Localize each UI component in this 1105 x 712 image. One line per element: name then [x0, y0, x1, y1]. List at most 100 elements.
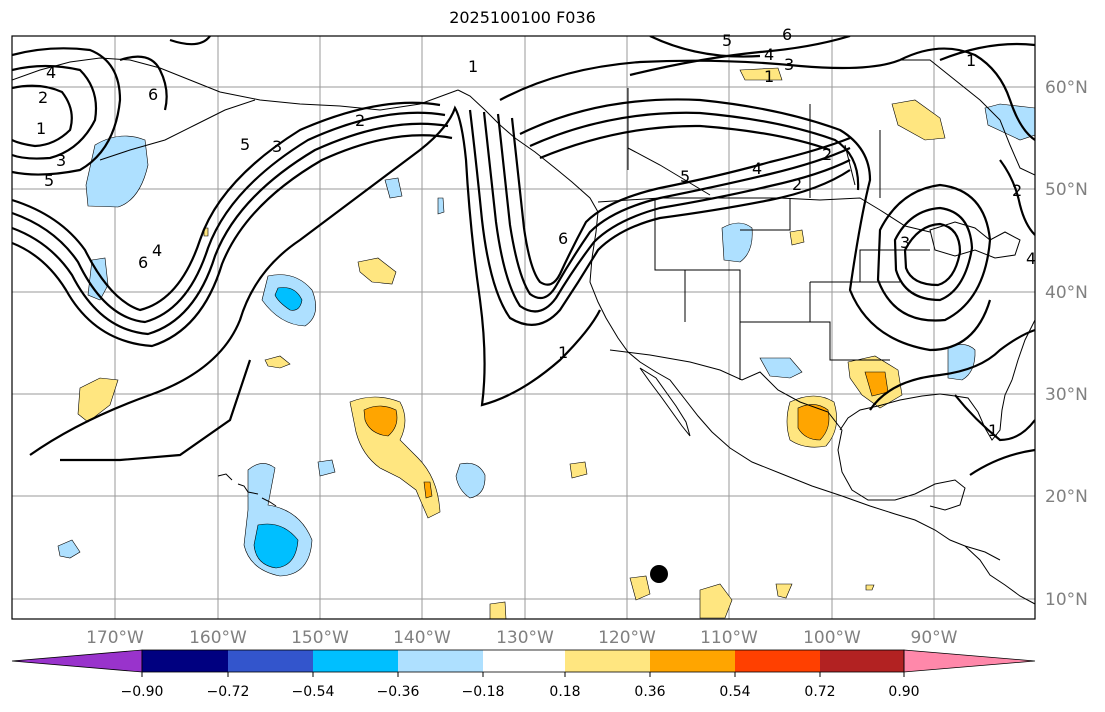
contour-line — [999, 159, 1035, 236]
contour-line — [969, 448, 1035, 476]
colorbar-tick-label: 0.72 — [804, 684, 835, 700]
canada-interior — [627, 88, 881, 198]
pos-anomaly-core — [363, 405, 398, 437]
lat-label: 30°N — [1045, 385, 1088, 405]
coastlines-and-borders — [12, 57, 1035, 605]
colorbar-tick-label: 0.54 — [719, 684, 750, 700]
contour-line — [899, 47, 1035, 141]
neg-anomaly-core — [253, 523, 299, 569]
lat-label: 20°N — [1045, 487, 1088, 507]
lon-label: 90°W — [911, 628, 958, 648]
neg-anomaly-blob — [947, 344, 976, 381]
pos-anomaly-blob — [569, 461, 588, 479]
us-mexico-border — [609, 349, 843, 431]
graticule — [12, 36, 1035, 619]
contour-line — [12, 47, 122, 176]
pos-anomaly-blob — [891, 99, 946, 141]
contour-label: 1 — [966, 51, 976, 70]
contour-line — [529, 111, 860, 191]
pos-anomaly-blob — [789, 229, 805, 246]
lon-label: 120°W — [598, 628, 656, 648]
contour-line — [12, 101, 441, 312]
colorbar-tick-label: −0.90 — [121, 684, 164, 700]
colorbar-segment — [398, 650, 483, 672]
us-canada-border — [597, 197, 931, 233]
mexico-east-coast — [837, 429, 916, 501]
contour-line — [876, 183, 992, 322]
neg-anomaly-core — [274, 287, 303, 311]
contour-line — [169, 36, 211, 46]
contour-line — [954, 394, 1035, 442]
colorbar-extension-low — [11, 649, 143, 673]
contour-line — [519, 98, 992, 352]
lon-label: 110°W — [700, 628, 758, 648]
contour-line — [496, 113, 851, 300]
lat-label: 60°N — [1045, 78, 1088, 98]
colorbar-tick-label: −0.54 — [292, 684, 335, 700]
neg-anomaly-blob — [759, 357, 803, 379]
contour-line — [939, 42, 1035, 62]
contour-line — [482, 111, 851, 313]
contour-line — [893, 206, 974, 302]
contour-label: 4 — [752, 159, 762, 178]
contour-label: 6 — [138, 253, 148, 272]
map-title: 2025100100 F036 — [449, 8, 596, 27]
contour-line — [539, 124, 831, 160]
pos-anomaly-blob — [77, 377, 119, 423]
contour-line — [499, 58, 901, 101]
contour-label: 5 — [680, 167, 690, 186]
colorbar-tick-label: 0.18 — [549, 684, 580, 700]
contour-label: 3 — [900, 233, 910, 252]
contour-label: 5 — [44, 171, 54, 190]
contour-line — [629, 36, 851, 77]
contour-line — [468, 109, 851, 326]
shaded-anomaly-layer — [57, 67, 1035, 619]
contour-label: 2 — [822, 145, 832, 164]
colorbar: −0.90 −0.72 −0.54 −0.36 −0.18 0.18 0.36 … — [11, 649, 1036, 700]
hudson-bay-coast — [900, 59, 1035, 176]
colorbar-extension-high — [903, 649, 1036, 673]
point-marker — [650, 565, 668, 583]
colorbar-tick-label: 0.90 — [888, 684, 919, 700]
contour-line — [510, 117, 851, 286]
pos-anomaly-blob — [699, 583, 733, 619]
state-border — [654, 198, 930, 380]
central-america — [964, 545, 1035, 605]
contour-label: 4 — [764, 45, 774, 64]
neg-anomaly-blob — [317, 459, 336, 477]
pos-anomaly-blob — [264, 355, 291, 369]
colorbar-segment — [735, 650, 820, 672]
neg-anomaly-blob — [85, 135, 149, 208]
alaska-peninsula — [99, 99, 256, 161]
contour-label: 1 — [988, 421, 998, 440]
colorbar-segment — [483, 650, 565, 672]
neg-anomaly-blob — [384, 177, 403, 199]
contour-line — [903, 222, 962, 287]
lon-label: 170°W — [86, 628, 144, 648]
gulf-coast — [839, 393, 941, 431]
lon-label: 150°W — [291, 628, 349, 648]
lon-label: 130°W — [496, 628, 554, 648]
pos-anomaly-blob — [489, 601, 507, 619]
contour-label: 6 — [558, 229, 568, 248]
colorbar-segment — [142, 650, 228, 672]
contour-line — [29, 105, 601, 456]
colorbar-tick-label: −0.36 — [377, 684, 420, 700]
contour-line — [12, 84, 73, 148]
contour-line — [12, 134, 453, 348]
contour-label: 1 — [558, 343, 568, 362]
contour-line — [12, 64, 98, 160]
contour-line — [649, 36, 761, 58]
pos-anomaly-blob — [865, 584, 875, 591]
contour-line — [12, 111, 446, 324]
colorbar-segment — [650, 650, 735, 672]
lat-label: 40°N — [1045, 283, 1088, 303]
contour-label: 1 — [468, 57, 478, 76]
colorbar-segment — [313, 650, 398, 672]
lat-label: 10°N — [1045, 590, 1088, 610]
contour-label: 2 — [792, 175, 802, 194]
neg-anomaly-blob — [437, 197, 445, 215]
great-lakes — [929, 221, 1021, 259]
contour-label: 4 — [46, 63, 56, 82]
contour-label: 2 — [355, 111, 365, 130]
